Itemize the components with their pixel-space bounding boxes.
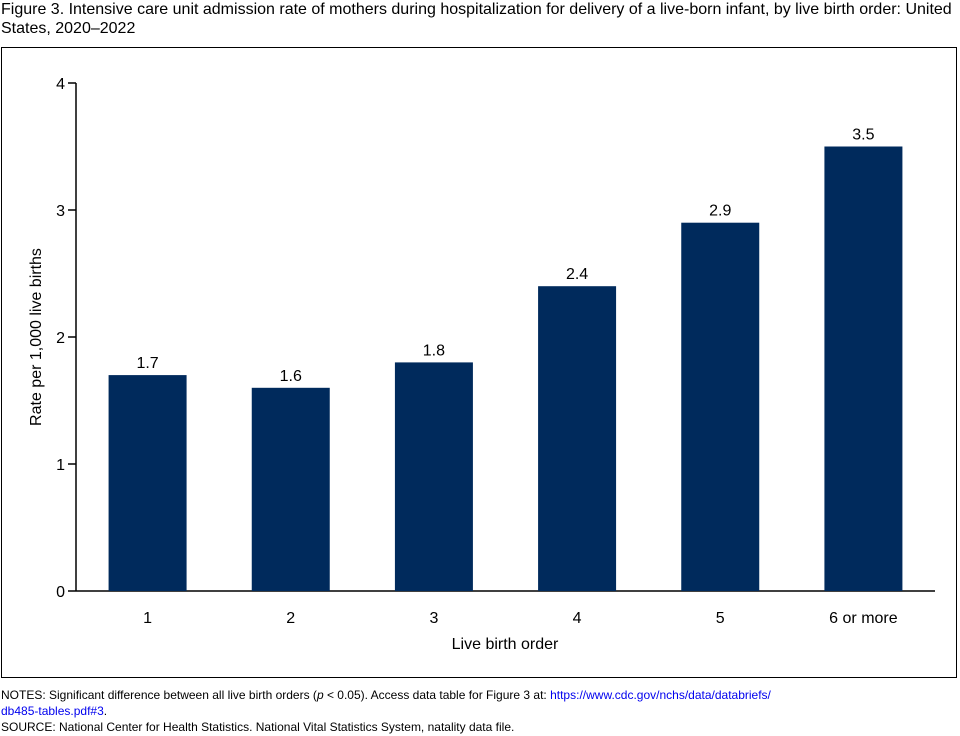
y-tick-label: 4 [56,76,65,93]
bar-value-label: 2.9 [709,203,731,220]
x-tick-label: 3 [429,610,438,627]
y-tick-label: 1 [56,457,65,474]
bar-value-label: 1.7 [136,355,158,372]
bar-value-label: 2.4 [566,266,588,283]
x-axis-title: Live birth order [452,636,559,653]
notes-mid: < 0.05). Access data table for Figure 3 … [323,688,551,702]
y-tick-label: 0 [56,584,65,601]
bar-4 [538,286,617,591]
x-tick-label: 4 [573,610,582,627]
x-tick-label: 5 [716,610,725,627]
notes-block: NOTES: Significant difference between al… [1,687,956,735]
source-text: SOURCE: National Center for Health Stati… [1,720,515,734]
data-table-link-part1[interactable]: https://www.cdc.gov/nchs/data/databriefs… [550,688,771,702]
x-tick-label: 2 [286,610,295,627]
data-table-link-part2[interactable]: db485-tables.pdf#3 [1,704,104,718]
x-tick-label: 6 or more [829,610,898,627]
bar-value-label: 1.8 [423,342,445,359]
figure-title: Figure 3. Intensive care unit admission … [1,1,952,37]
y-axis-title: Rate per 1,000 live births [28,248,45,426]
y-ticks: 0 1 2 3 4 [56,76,76,601]
y-tick-label: 3 [56,203,65,220]
notes-text: NOTES: Significant difference between al… [1,687,956,719]
bar-2 [251,387,330,591]
y-tick-label: 2 [56,330,65,347]
x-tick-labels: 1 2 3 4 5 6 or more [143,610,898,627]
p-symbol: p [316,688,324,702]
x-tick-label: 1 [143,610,152,627]
bar-6-or-more [824,146,903,591]
bar-1 [108,375,187,591]
notes-prefix: NOTES: Significant difference between al… [1,688,317,702]
bars: 1.7 1.6 1.8 2.4 2.9 3.5 [108,127,903,591]
bar-value-label: 3.5 [852,127,874,144]
notes-suffix: . [103,704,108,718]
bar-5 [681,222,760,591]
bar-3 [394,362,473,591]
bar-value-label: 1.6 [280,368,302,385]
